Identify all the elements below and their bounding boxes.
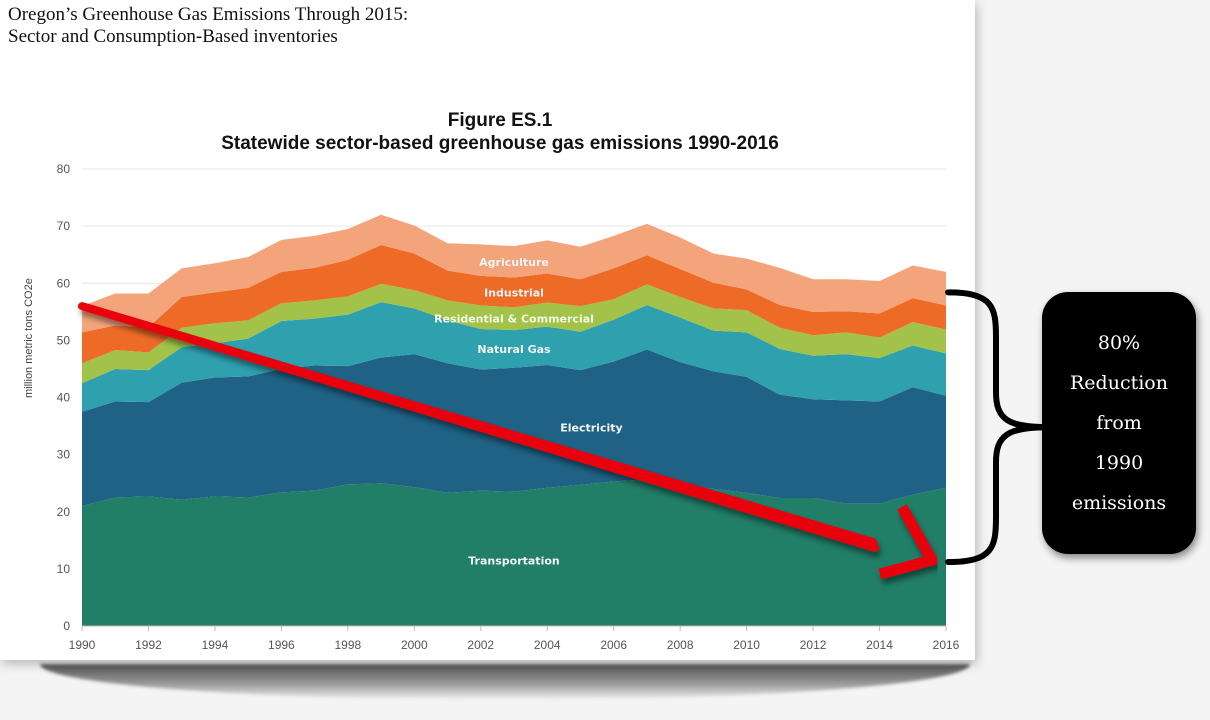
callout-line: emissions <box>1071 492 1167 514</box>
area-electricity <box>82 349 946 507</box>
area-series <box>82 214 946 626</box>
callout-line: 80% <box>1097 332 1141 354</box>
area-natural-gas <box>82 302 946 412</box>
x-tick-label: 1998 <box>334 638 361 652</box>
y-tick-labels: 0 10 20 30 40 50 60 70 80 <box>57 162 71 633</box>
series-label: Natural Gas <box>477 343 551 356</box>
x-axis: 1990 1992 1994 1996 1998 2000 2002 2004 2006 2008… <box>69 625 960 652</box>
x-tick-label: 2010 <box>733 638 760 652</box>
document-title: Oregon’s Greenhouse Gas Emissions Throug… <box>8 4 408 48</box>
callout-line: Reduction <box>1070 372 1168 394</box>
x-tick-label: 1996 <box>268 638 295 652</box>
x-tick-label: 2016 <box>933 638 960 652</box>
x-tick-label: 1994 <box>202 638 229 652</box>
series-label: Electricity <box>560 421 622 434</box>
x-tick-label: 2006 <box>600 638 627 652</box>
y-tick-label: 0 <box>63 619 70 633</box>
document-title-line-1: Oregon’s Greenhouse Gas Emissions Throug… <box>8 4 409 25</box>
series-label: Transportation <box>468 554 559 567</box>
y-tick-label: 40 <box>57 391 71 405</box>
x-tick-label: 2000 <box>401 638 428 652</box>
figure-title: Figure ES.1 <box>447 110 553 131</box>
document-title-line-2: Sector and Consumption-Based inventories <box>8 26 338 47</box>
area-transportation <box>82 479 946 626</box>
area-residential-commercial <box>82 283 946 384</box>
x-tick-label: 2012 <box>800 638 827 652</box>
y-axis-label: million metric tons CO2e <box>23 278 35 398</box>
y-tick-label: 20 <box>57 505 71 519</box>
y-tick-label: 70 <box>57 219 71 233</box>
y-tick-label: 10 <box>57 562 71 576</box>
curly-brace <box>945 289 1049 566</box>
series-label: Residential & Commercial <box>434 313 594 326</box>
trend-arrow-shaft <box>78 302 879 553</box>
series-label: Agriculture <box>479 256 549 269</box>
x-tick-label: 2008 <box>667 638 694 652</box>
reduction-callout-box: 80% Reduction from 1990 emissions <box>1042 292 1196 554</box>
y-tick-label: 60 <box>57 276 71 290</box>
x-tick-label: 2002 <box>467 638 494 652</box>
area-agriculture <box>82 214 946 333</box>
x-tick-label: 2004 <box>534 638 561 652</box>
callout-line: 1990 <box>1094 452 1144 474</box>
trend-arrow-head <box>878 504 941 580</box>
x-tick-label: 2014 <box>866 638 893 652</box>
figure-subtitle: Statewide sector-based greenhouse gas em… <box>221 133 779 154</box>
callout-line: from <box>1096 412 1142 434</box>
x-tick-label: 1992 <box>135 638 162 652</box>
series-inline-labels: Transportation Electricity Natural Gas Resi… <box>434 256 623 567</box>
area-industrial <box>82 244 946 364</box>
y-tick-label: 80 <box>57 162 71 176</box>
y-tick-label: 30 <box>57 448 71 462</box>
x-tick-label: 1990 <box>69 638 96 652</box>
y-tick-label: 50 <box>57 333 71 347</box>
series-label: Industrial <box>484 286 544 299</box>
